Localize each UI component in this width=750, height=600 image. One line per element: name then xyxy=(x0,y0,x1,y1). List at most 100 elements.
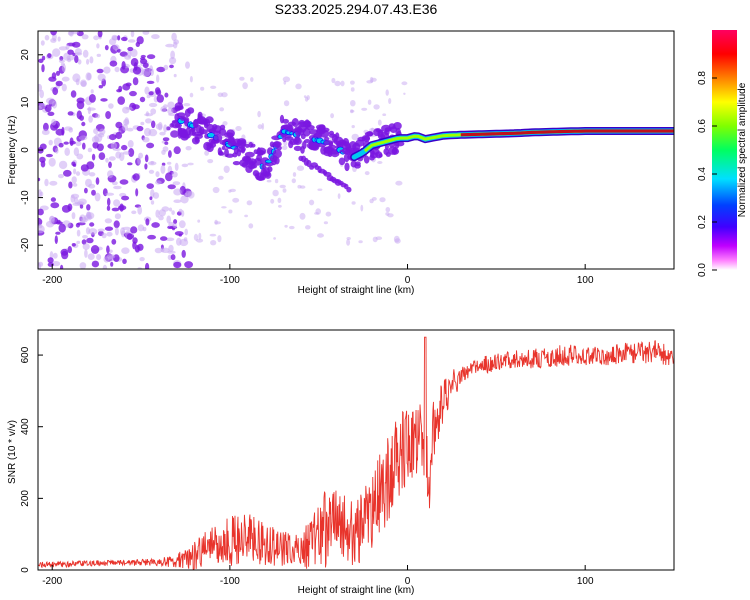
noise-blob xyxy=(160,236,168,241)
noise-blob xyxy=(296,165,305,171)
noise-blob xyxy=(129,90,137,97)
signal-blob xyxy=(274,157,280,165)
noise-blob xyxy=(169,64,174,69)
noise-blob xyxy=(177,96,183,105)
noise-blob xyxy=(132,237,138,244)
noise-blob xyxy=(75,171,81,176)
noise-blob xyxy=(63,126,73,131)
noise-blob xyxy=(75,141,82,147)
noise-blob xyxy=(60,264,64,269)
noise-blob xyxy=(142,226,147,232)
noise-blob xyxy=(132,173,140,181)
noise-blob xyxy=(146,54,156,60)
signal-blob xyxy=(344,162,350,172)
noise-blob xyxy=(118,85,123,92)
noise-blob xyxy=(71,243,76,247)
noise-blob xyxy=(67,111,74,116)
noise-blob xyxy=(80,79,87,87)
noise-blob xyxy=(121,144,128,151)
noise-blob xyxy=(207,159,214,164)
noise-blob xyxy=(40,40,45,46)
noise-blob xyxy=(173,219,178,225)
signal-blob xyxy=(218,151,225,156)
noise-blob xyxy=(221,206,227,209)
noise-blob xyxy=(401,81,408,86)
noise-blob xyxy=(55,70,61,76)
noise-blob xyxy=(63,141,69,145)
noise-blob xyxy=(75,223,80,228)
noise-blob xyxy=(145,118,152,124)
noise-blob xyxy=(228,209,233,214)
noise-blob xyxy=(174,162,179,171)
noise-blob xyxy=(38,83,43,92)
noise-blob xyxy=(90,89,94,94)
noise-blob xyxy=(39,156,46,163)
noise-blob xyxy=(55,231,61,235)
noise-blob xyxy=(173,41,178,49)
noise-blob xyxy=(61,83,67,92)
noise-blob xyxy=(102,264,108,269)
noise-blob xyxy=(162,146,169,152)
noise-blob xyxy=(101,232,107,239)
noise-blob xyxy=(317,233,324,238)
noise-blob xyxy=(127,46,134,52)
noise-blob xyxy=(168,150,172,158)
signal-blob xyxy=(354,163,361,169)
noise-blob xyxy=(242,82,248,90)
noise-blob xyxy=(115,121,123,129)
noise-blob xyxy=(144,113,154,117)
noise-blob xyxy=(148,102,158,108)
noise-blob xyxy=(150,189,155,198)
colorbar-label: Normalized spectral amplitude xyxy=(737,82,748,217)
noise-blob xyxy=(38,177,41,182)
signal-blob xyxy=(205,116,214,124)
noise-blob xyxy=(88,94,96,103)
noise-blob xyxy=(93,35,99,41)
noise-blob xyxy=(137,243,144,251)
noise-blob xyxy=(151,34,160,40)
noise-blob xyxy=(210,240,217,246)
signal-blob xyxy=(306,160,312,168)
noise-blob xyxy=(74,48,82,55)
signal-blob xyxy=(250,164,258,169)
noise-blob xyxy=(58,46,68,51)
noise-blob xyxy=(105,157,109,163)
noise-blob xyxy=(50,197,57,202)
noise-blob xyxy=(108,156,116,161)
noise-blob xyxy=(52,87,59,96)
noise-blob xyxy=(60,62,65,66)
spectrogram-y-tick-label: -10 xyxy=(20,190,31,205)
noise-blob xyxy=(130,226,138,234)
noise-blob xyxy=(277,197,282,203)
spectrogram-x-tick-label: -200 xyxy=(42,275,62,286)
noise-blob xyxy=(142,136,150,143)
noise-blob xyxy=(119,179,129,185)
signal-blob xyxy=(199,129,208,135)
snr-y-tick-label: 600 xyxy=(20,346,31,363)
snr-y-axis-label: SNR (10 * v/v) xyxy=(7,420,18,484)
noise-blob xyxy=(55,221,63,225)
noise-blob xyxy=(104,226,114,231)
noise-blob xyxy=(257,110,261,118)
signal-blob xyxy=(272,149,282,159)
noise-blob xyxy=(109,60,118,67)
signal-blob xyxy=(366,131,374,137)
noise-blob xyxy=(155,180,162,185)
noise-blob xyxy=(155,123,163,130)
chart-title: S233.2025.294.07.43.E36 xyxy=(275,1,438,17)
noise-blob xyxy=(109,134,117,141)
noise-blob xyxy=(156,66,166,73)
noise-blob xyxy=(141,68,151,77)
noise-blob xyxy=(95,177,100,185)
noise-blob xyxy=(165,237,175,242)
signal-blob xyxy=(239,139,247,147)
noise-blob xyxy=(51,72,57,79)
noise-blob xyxy=(61,205,71,213)
snr-plot-area xyxy=(38,330,674,570)
signal-blob xyxy=(221,146,226,150)
noise-blob xyxy=(81,34,89,40)
noise-blob xyxy=(96,53,102,58)
noise-blob xyxy=(340,80,345,87)
noise-blob xyxy=(244,214,249,218)
noise-blob xyxy=(164,92,169,98)
